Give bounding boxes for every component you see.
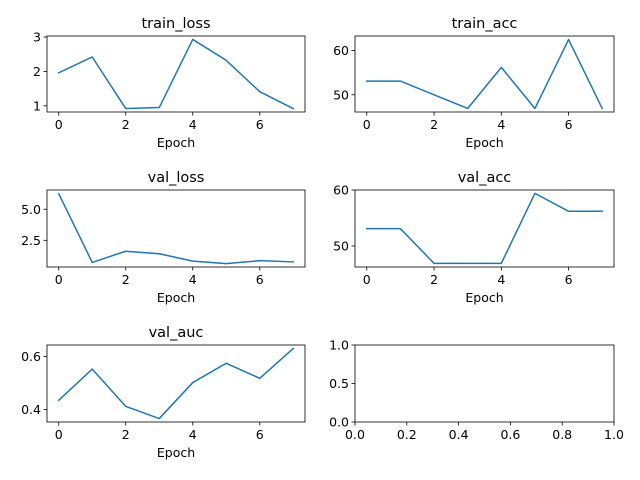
y-tick-label: 50 (333, 239, 349, 254)
x-tick-label: 4 (189, 117, 197, 132)
x-tick-label: 0 (55, 272, 63, 287)
subplot-title: val_acc (458, 170, 512, 186)
subplot-val_acc: 0 2 4 6 50 60 val_acc Epoch (333, 170, 615, 305)
x-axis-label: Epoch (465, 135, 503, 150)
x-tick-label: 0.0 (345, 427, 365, 442)
subplot-empty: 0.0 0.2 0.4 0.6 0.8 1.0 0.0 0.5 1.0 (329, 338, 624, 443)
subplot-title: train_loss (141, 16, 210, 32)
x-tick-label: 0.2 (397, 427, 417, 442)
y-tick-label: 50 (333, 87, 349, 102)
subplot-title: val_loss (148, 170, 205, 186)
subplot-title: train_acc (452, 16, 518, 32)
x-tick-label: 0 (363, 117, 371, 132)
x-tick-label: 0 (55, 427, 63, 442)
y-tick-label: 1 (33, 98, 41, 113)
series-line-0 (366, 192, 603, 265)
y-tick-label: 2 (33, 64, 41, 79)
x-tick-label: 6 (565, 117, 573, 132)
y-tick-label: 0.4 (21, 402, 41, 417)
y-tick-label: 3 (33, 30, 41, 45)
subplot-train_acc: 0 2 4 6 50 60 train_acc Epoch (333, 16, 615, 150)
x-axis-label: Epoch (157, 135, 195, 150)
x-tick-label: 2 (430, 272, 438, 287)
y-tick-label: 1.0 (329, 338, 349, 353)
x-tick-label: 0.8 (552, 427, 572, 442)
x-tick-label: 6 (256, 117, 264, 132)
axes-frame (354, 35, 615, 113)
subplot-val_auc: 0 2 4 6 0.4 0.6 val_auc Epoch (21, 325, 306, 460)
subplot-val_loss: 0 2 4 6 2.5 5.0 val_loss Epoch (21, 170, 306, 305)
y-tick-label: 0.6 (21, 349, 41, 364)
x-tick-label: 4 (497, 117, 505, 132)
axes-frame (46, 344, 306, 423)
x-axis-label: Epoch (157, 290, 195, 305)
x-axis-label: Epoch (157, 445, 195, 460)
x-tick-label: 6 (256, 272, 264, 287)
x-tick-label: 6 (256, 427, 264, 442)
x-tick-label: 0.6 (500, 427, 520, 442)
axes-frame (46, 35, 306, 113)
axes-frame (354, 189, 615, 268)
y-tick-label: 2.5 (21, 233, 41, 248)
y-tick-label: 0.0 (329, 415, 349, 430)
x-tick-label: 2 (122, 272, 130, 287)
series-line-0 (57, 347, 295, 420)
x-axis-label: Epoch (465, 290, 503, 305)
subplot-title: val_auc (149, 325, 204, 341)
x-tick-label: 2 (122, 427, 130, 442)
subplot-train_loss: 0 2 4 6 1 2 3 train_loss Epoch (33, 16, 306, 150)
y-tick-label: 60 (333, 43, 349, 58)
x-tick-label: 4 (497, 272, 505, 287)
x-tick-label: 2 (122, 117, 130, 132)
axes-frame (354, 344, 615, 423)
y-tick-label: 0.5 (329, 376, 349, 391)
x-tick-label: 0 (55, 117, 63, 132)
x-tick-label: 6 (565, 272, 573, 287)
series-line-0 (57, 38, 295, 110)
series-line-0 (366, 38, 604, 110)
x-tick-label: 1.0 (604, 427, 624, 442)
y-tick-label: 5.0 (21, 202, 41, 217)
x-tick-label: 4 (189, 427, 197, 442)
series-line-0 (57, 192, 295, 265)
x-tick-label: 4 (189, 272, 197, 287)
y-tick-label: 60 (333, 183, 349, 198)
x-tick-label: 0 (363, 272, 371, 287)
x-tick-label: 2 (430, 117, 438, 132)
axes-frame (46, 189, 306, 268)
x-tick-label: 0.4 (449, 427, 469, 442)
